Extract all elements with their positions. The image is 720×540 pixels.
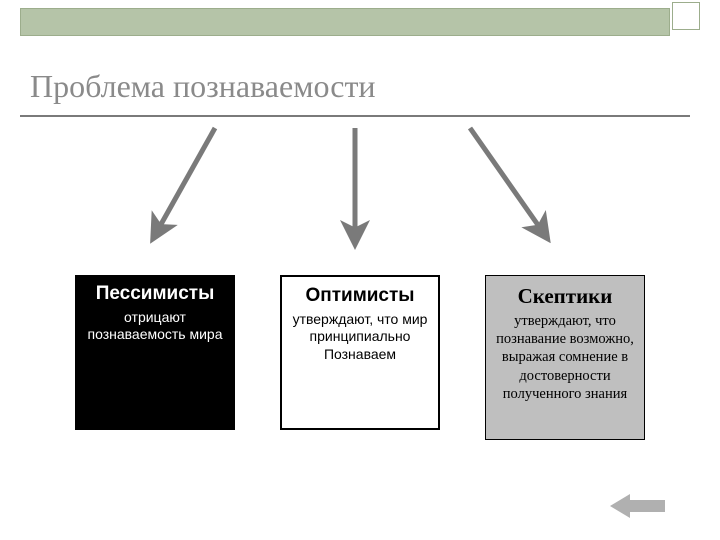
- box-skeptics-title: Скептики: [492, 284, 638, 308]
- box-optimists-title: Оптимисты: [288, 285, 432, 307]
- box-skeptics: Скептики утверждают, что познавание возм…: [485, 275, 645, 440]
- box-optimists-text: утверждают, что мир принципиально Познав…: [288, 311, 432, 364]
- title-underline: [20, 115, 690, 117]
- header-bar: [20, 8, 670, 36]
- header-square: [672, 2, 700, 30]
- concept-boxes: Пессимисты отрицают познаваемость мира О…: [0, 275, 720, 440]
- arrow-to-skeptics: [470, 128, 545, 235]
- box-pessimists: Пессимисты отрицают познаваемость мира: [75, 275, 235, 430]
- slide-title: Проблема познаваемости: [30, 68, 376, 105]
- box-optimists: Оптимисты утверждают, что мир принципиал…: [280, 275, 440, 430]
- box-skeptics-text: утверждают, что познавание возможно, выр…: [492, 312, 638, 403]
- back-arrow-icon[interactable]: [610, 492, 665, 520]
- arrow-to-pessimists: [155, 128, 215, 235]
- branch-arrows: [0, 120, 720, 250]
- box-pessimists-title: Пессимисты: [81, 283, 229, 305]
- box-pessimists-text: отрицают познаваемость мира: [81, 309, 229, 344]
